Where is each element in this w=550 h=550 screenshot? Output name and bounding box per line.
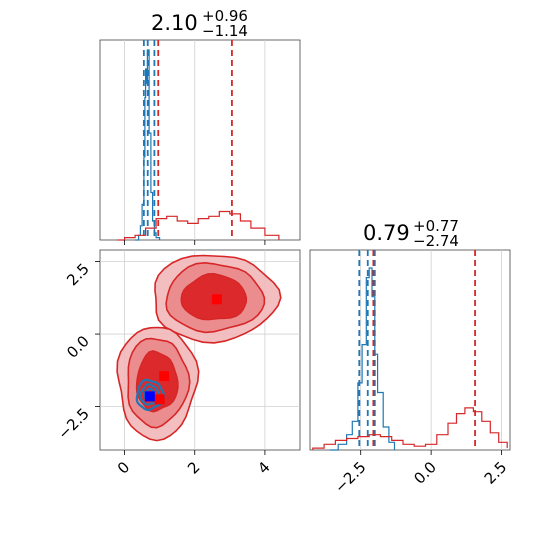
histogram-red-param1 — [117, 210, 280, 241]
x-tick-label-right: 2.5 — [481, 458, 511, 488]
histogram-layer — [117, 40, 508, 451]
title-param2: 0.79 +0.77 −2.74 — [363, 217, 459, 250]
title-minus-param2: −2.74 — [413, 232, 459, 250]
marker-red — [159, 371, 170, 382]
marker-red — [154, 394, 165, 405]
title-plus-param2: +0.77 — [413, 217, 459, 235]
panel-joint — [99, 249, 301, 451]
x-tick-label: 0 — [114, 458, 133, 477]
marker-blue — [144, 391, 155, 402]
y-tick-label: −2.5 — [54, 405, 92, 443]
title-param1: 2.10 +0.96 −1.14 — [151, 7, 248, 40]
x-tick-label: 4 — [254, 458, 273, 477]
marker-layer — [144, 294, 222, 405]
title-plus-param1: +0.96 — [202, 7, 248, 25]
y-tick-label: 0.0 — [63, 332, 93, 362]
marker-red — [211, 294, 222, 305]
x-tick-label: 2 — [184, 458, 203, 477]
y-tick-label: 2.5 — [63, 260, 93, 290]
title-value-param1: 2.10 — [151, 11, 198, 35]
histogram-red-param2 — [312, 407, 508, 450]
histogram-blue-param2 — [329, 267, 396, 451]
contour-blue — [135, 378, 166, 412]
x-tick-label-right: 0.0 — [410, 458, 440, 488]
panel-marginal-param1 — [99, 39, 301, 241]
title-minus-param1: −1.14 — [202, 22, 248, 40]
contour-layer — [116, 254, 282, 442]
contour-blue — [139, 382, 161, 406]
panel-marginal-param2 — [309, 249, 511, 451]
title-value-param2: 0.79 — [363, 221, 410, 245]
x-tick-label-right: −2.5 — [331, 458, 369, 496]
